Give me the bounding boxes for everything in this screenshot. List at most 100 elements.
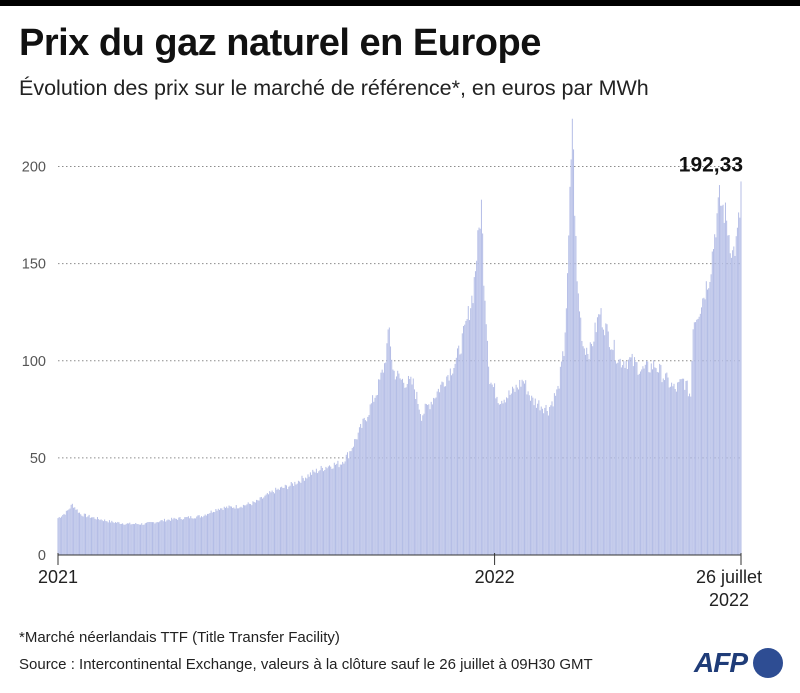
price-bar	[655, 368, 657, 555]
price-bar	[411, 384, 413, 555]
price-bar	[643, 368, 645, 555]
price-bar	[699, 313, 701, 555]
price-bar	[296, 483, 298, 555]
footnote: *Marché néerlandais TTF (Title Transfer …	[19, 629, 340, 646]
price-bar	[272, 491, 274, 555]
price-bar	[153, 522, 155, 555]
price-bar	[221, 508, 223, 555]
price-bar	[278, 489, 280, 555]
price-bar	[321, 467, 323, 555]
price-bar	[369, 404, 371, 555]
price-bar	[100, 519, 102, 555]
price-bar	[714, 234, 716, 556]
price-bar	[290, 481, 292, 555]
price-bar	[559, 366, 561, 555]
price-bar	[118, 522, 120, 555]
price-bar	[711, 251, 713, 555]
price-bar	[439, 392, 441, 555]
price-bar	[68, 509, 70, 555]
price-bar	[590, 343, 592, 555]
price-bar	[207, 513, 209, 555]
price-bar	[618, 359, 620, 555]
price-bar	[259, 497, 261, 555]
price-bar	[526, 394, 528, 555]
axis-labels: 0 50 100 150 200 2021 2022 26 juillet 2022 192,33	[22, 153, 762, 610]
price-bar	[387, 329, 389, 555]
price-bar	[186, 517, 188, 555]
price-bar	[644, 364, 646, 555]
price-bar	[135, 522, 137, 555]
price-bar	[214, 512, 216, 555]
price-bar	[311, 474, 313, 555]
price-bar	[442, 382, 444, 555]
price-bar	[529, 400, 531, 555]
price-bar	[86, 517, 88, 555]
price-bar	[62, 514, 64, 555]
price-bar	[374, 397, 376, 555]
price-bar	[519, 379, 521, 555]
price-bar	[195, 518, 197, 555]
price-bar	[143, 524, 145, 555]
price-bar	[736, 227, 738, 555]
price-bar	[665, 373, 667, 555]
chart-subtitle: Évolution des prix sur le marché de réfé…	[19, 76, 649, 100]
price-bar	[318, 471, 320, 555]
price-bar	[716, 213, 718, 555]
price-bar	[486, 340, 488, 555]
price-bar	[406, 384, 408, 555]
price-bar	[587, 353, 589, 555]
price-bar	[220, 508, 222, 555]
price-bar	[238, 508, 240, 555]
price-bar	[162, 521, 164, 555]
price-bar	[123, 524, 125, 555]
price-bar	[314, 472, 316, 555]
price-bar	[479, 228, 481, 555]
price-bar	[642, 366, 644, 555]
price-bar	[240, 506, 242, 555]
price-bar	[361, 427, 363, 555]
price-bar	[325, 466, 327, 555]
price-bar	[148, 522, 150, 555]
price-bar	[589, 342, 591, 555]
price-bar	[223, 506, 225, 555]
price-bar	[435, 397, 437, 555]
price-bar	[570, 159, 572, 555]
price-bar	[375, 395, 377, 555]
x-tick-label-0: 2021	[38, 567, 78, 587]
price-bar	[599, 314, 601, 555]
price-bar	[159, 521, 161, 555]
price-bar	[410, 376, 412, 555]
price-bar	[401, 378, 403, 555]
price-bar	[94, 518, 96, 555]
price-bar	[230, 506, 232, 555]
price-bar	[646, 360, 647, 555]
price-bar	[672, 386, 674, 555]
price-bar	[257, 500, 259, 555]
price-bar	[248, 503, 250, 555]
price-bars	[57, 118, 742, 556]
y-tick-label-50: 50	[30, 451, 46, 467]
price-bar	[380, 372, 382, 555]
price-bar	[490, 382, 492, 555]
price-bar	[637, 374, 639, 555]
price-bar	[641, 369, 643, 555]
price-bar	[470, 308, 472, 555]
y-tick-label-200: 200	[22, 160, 46, 176]
price-bar	[739, 217, 741, 555]
price-bar	[712, 249, 714, 555]
price-bar	[418, 409, 420, 555]
price-bar	[134, 524, 136, 555]
x-tick-label-1: 2022	[475, 567, 515, 587]
price-bar	[111, 520, 113, 555]
price-bar	[577, 293, 579, 555]
price-bar	[82, 516, 84, 555]
price-bar	[614, 360, 616, 555]
price-bar	[384, 363, 386, 555]
price-bar	[169, 520, 171, 555]
price-bar	[500, 403, 502, 555]
price-bar	[429, 409, 431, 555]
price-bar	[466, 319, 468, 555]
price-bar	[271, 490, 273, 555]
price-bar	[172, 519, 174, 555]
price-bar	[509, 394, 511, 555]
